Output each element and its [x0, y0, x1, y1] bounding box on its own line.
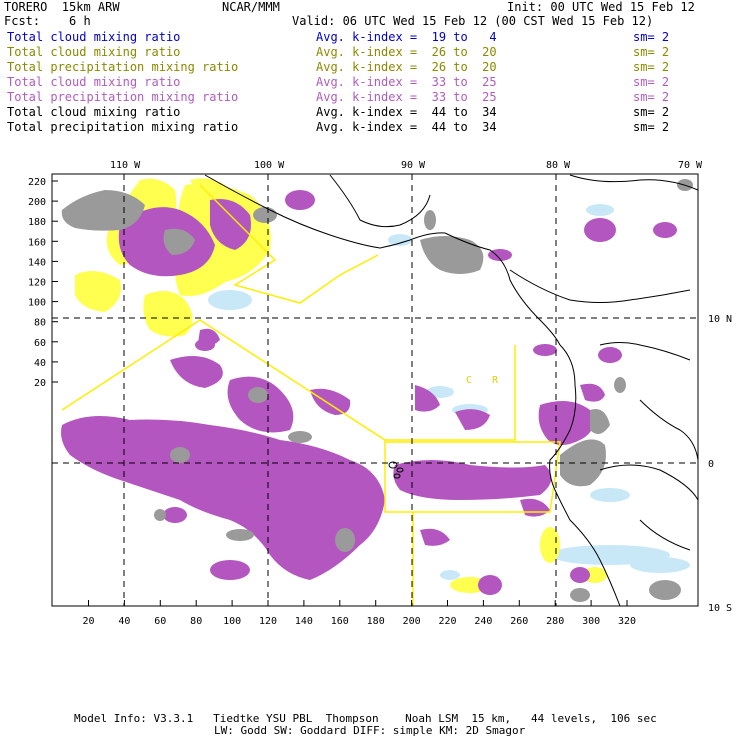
x-tick-label: 20: [82, 616, 94, 627]
legend-kindex: Avg. k-index = 33 to 25: [316, 75, 497, 89]
lat-label: 0: [708, 459, 714, 470]
y-tick-label: 140: [28, 257, 46, 268]
lon-label: 110 W: [110, 160, 141, 171]
x-tick-label: 160: [331, 616, 349, 627]
lon-label: 100 W: [254, 160, 285, 171]
y-tick-label: 120: [28, 278, 46, 289]
grey-cloud-areas: [61, 179, 693, 602]
y-tick-label: 200: [28, 197, 46, 208]
model-title: TORERO 15km ARW: [4, 0, 120, 14]
legend-field: Total cloud mixing ratio: [7, 45, 181, 59]
legend-kindex: Avg. k-index = 44 to 34: [316, 120, 497, 134]
x-tick-label: 320: [618, 616, 636, 627]
y-tick-label: 220: [28, 177, 46, 188]
longitude-labels: 110 W 100 W 90 W 80 W 70 W: [110, 160, 703, 171]
y-tick-label: 20: [34, 378, 46, 389]
legend-smoothing: sm= 2: [633, 105, 670, 119]
purple-cloud-areas: [61, 190, 677, 595]
x-axis-ticks: 20 40 60 80 100 120 140 160 180 200 220 240 260 280 30…: [82, 600, 636, 627]
y-tick-label: 180: [28, 217, 46, 228]
x-tick-label: 200: [403, 616, 421, 627]
x-tick-label: 300: [582, 616, 600, 627]
x-tick-label: 120: [259, 616, 277, 627]
legend-field: Total precipitation mixing ratio: [7, 120, 239, 134]
org-label: NCAR/MMM: [222, 0, 280, 14]
y-tick-label: 60: [34, 338, 46, 349]
legend-row: Total cloud mixing ratio: [7, 30, 180, 44]
legend-smoothing: sm= 2: [633, 90, 670, 104]
y-tick-label: 160: [28, 237, 46, 248]
legend-smoothing: sm= 2: [633, 45, 670, 59]
legend-row: Total cloud mixing ratio: [7, 105, 180, 119]
legend-field: Total precipitation mixing ratio: [7, 90, 239, 104]
x-tick-label: 40: [118, 616, 130, 627]
forecast-hour: Fcst: 6 h: [4, 14, 91, 28]
legend-kindex: Avg. k-index = 44 to 34: [316, 105, 497, 119]
legend-row: Total precipitation mixing ratio: [7, 90, 238, 104]
lat-lon-grid: [52, 174, 698, 606]
x-tick-label: 140: [295, 616, 313, 627]
valid-time: Valid: 06 UTC Wed 15 Feb 12 (00 CST Wed …: [292, 14, 654, 28]
annotation-c: C: [466, 375, 472, 386]
legend-row: Total cloud mixing ratio: [7, 75, 180, 89]
legend-field: Total precipitation mixing ratio: [7, 60, 239, 74]
legend-field: Total cloud mixing ratio: [7, 105, 181, 119]
model-physics: LW: Godd SW: Goddard DIFF: simple KM: 2D…: [214, 724, 526, 737]
lon-label: 70 W: [678, 160, 703, 171]
lat-label: 10 S: [708, 603, 732, 614]
galapagos-islands: [388, 461, 404, 479]
legend-smoothing: sm= 2: [633, 60, 670, 74]
lon-label: 90 W: [401, 160, 426, 171]
x-tick-label: 80: [190, 616, 202, 627]
x-tick-label: 240: [474, 616, 492, 627]
lon-label: 80 W: [546, 160, 571, 171]
legend-smoothing: sm= 2: [633, 120, 670, 134]
x-tick-label: 100: [223, 616, 241, 627]
x-tick-label: 180: [367, 616, 385, 627]
field-layers: [52, 174, 698, 606]
x-tick-label: 60: [154, 616, 166, 627]
latitude-labels: 10 N 0 10 S: [708, 314, 732, 614]
legend-smoothing: sm= 2: [633, 30, 670, 44]
lat-label: 10 N: [708, 314, 732, 325]
legend-row: Total cloud mixing ratio: [7, 45, 180, 59]
legend-kindex: Avg. k-index = 33 to 25: [316, 90, 497, 104]
annotation-r: R: [492, 375, 499, 386]
legend-kindex: Avg. k-index = 19 to 4: [316, 30, 497, 44]
legend-kindex: Avg. k-index = 26 to 20: [316, 45, 497, 59]
legend-row: Total precipitation mixing ratio: [7, 120, 238, 134]
y-axis-ticks: 220 200 180 160 140 120 100 80 60 40 20: [28, 177, 58, 389]
x-tick-label: 260: [510, 616, 528, 627]
legend-field: Total cloud mixing ratio: [7, 30, 181, 44]
lightblue-cloud-areas: [208, 204, 690, 580]
x-tick-label: 220: [438, 616, 456, 627]
legend-field: Total cloud mixing ratio: [7, 75, 181, 89]
model-info: Model Info: V3.3.1 Tiedtke YSU PBL Thomp…: [74, 712, 657, 725]
legend-row: Total precipitation mixing ratio: [7, 60, 238, 74]
y-tick-label: 40: [34, 358, 46, 369]
yellow-outline-regions: [61, 184, 561, 606]
legend-kindex: Avg. k-index = 26 to 20: [316, 60, 497, 74]
coastlines: [204, 174, 698, 606]
map-frame: [51, 173, 699, 607]
x-tick-label: 280: [546, 616, 564, 627]
init-time: Init: 00 UTC Wed 15 Feb 12: [507, 0, 695, 14]
y-tick-label: 100: [28, 298, 46, 309]
legend-smoothing: sm= 2: [633, 75, 670, 89]
y-tick-label: 80: [34, 318, 46, 329]
